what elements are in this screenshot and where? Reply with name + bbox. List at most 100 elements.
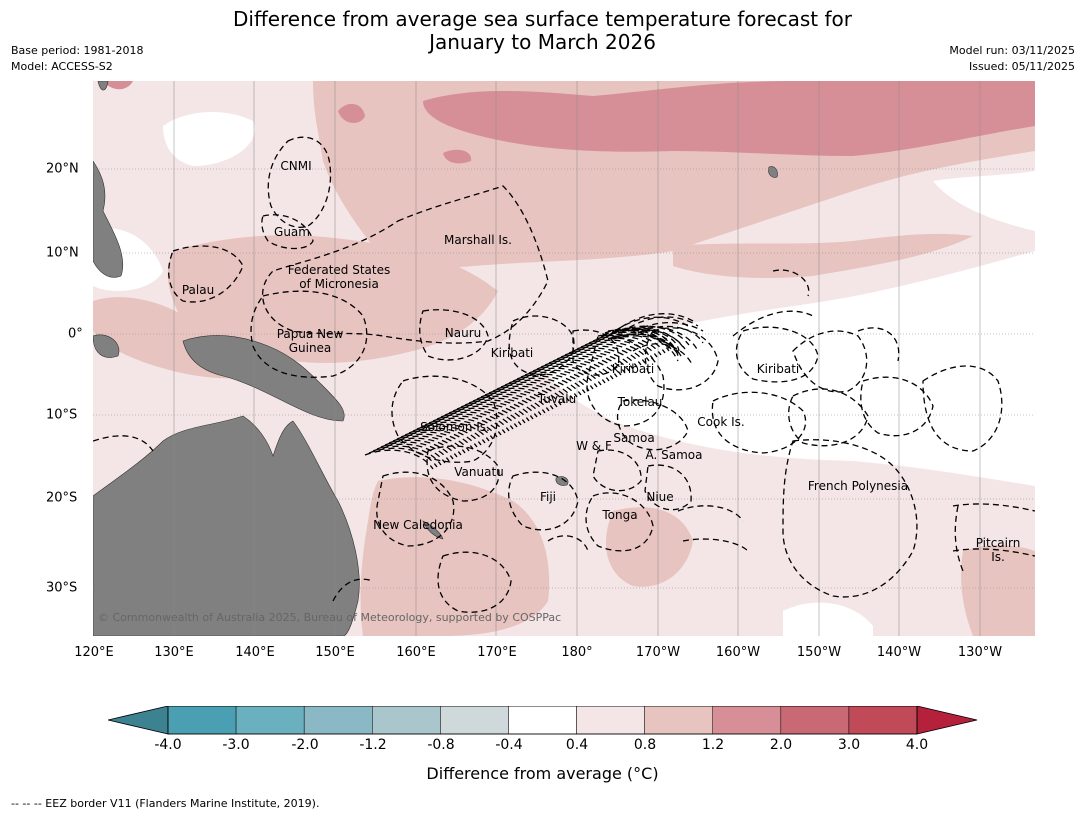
base-period: Base period: 1981-2018 [11,44,144,57]
label-fsm-line1: Federated States [287,263,391,277]
hawaii-land [768,166,778,178]
colorbar-low-extend [108,706,169,735]
anomaly-area-tonga [605,507,693,587]
colorbar-label: -3.0 [222,737,250,753]
label-png-line1: Papua New [276,327,344,341]
label-new-caledonia: New Caledonia [373,518,463,532]
indonesia-land [93,334,120,358]
colorbar-label: 0.8 [633,737,657,753]
label-nauru: Nauru [444,326,482,340]
colorbar-label: -2.0 [291,737,319,753]
gridlines [93,81,1035,636]
label-marshall-islands: Marshall Is. [444,233,512,247]
taiwan-land [97,81,109,91]
x-tick-label: 140°E [235,645,275,660]
label-american-samoa: A. Samoa [645,448,703,462]
label-fsm-line2: of Micronesia [299,277,379,291]
colorbar-segment [780,706,850,735]
sst-anomaly-map: CNMI Guam Marshall Is. Federated States … [93,81,1035,636]
y-tick-label: 0° [68,326,83,342]
zero-anomaly-area-east [543,251,1035,486]
colorbar-segment [167,706,237,735]
label-png: Papua New Guinea [277,327,344,355]
x-tick-label: 120°E [74,645,114,660]
colorbar-segment [508,706,577,735]
x-tick-label: 170°E [477,645,517,660]
colorbar-segments [167,706,918,735]
new-guinea-land [182,335,345,422]
label-kiribati-east: Kiribati [756,362,800,376]
colorbar-label: 2.0 [769,737,793,753]
fiji-land [555,476,569,486]
title-line-1: Difference from average sea surface temp… [232,7,852,31]
label-tokelau: Tokelau [617,395,663,409]
colorbar-label: -0.4 [495,737,523,753]
label-palau: Palau [181,283,215,297]
zero-anomaly-area-ne [933,171,1035,231]
label-cook-islands: Cook Is. [697,415,745,429]
label-fsm: Federated States of Micronesia [288,263,390,291]
anomaly-area-east-equatorial [673,233,973,278]
x-tick-label: 130°E [154,645,194,660]
label-cnmi: CNMI [280,159,312,173]
colorbar-segment [303,706,373,735]
y-tick-label: 30°S [46,580,78,596]
zero-anomaly-area-south [783,602,873,636]
colorbar-segment [372,706,441,735]
x-tick-label: 160°E [396,645,436,660]
colorbar-segment [644,706,713,735]
strong-anomaly-patch-2 [443,149,472,164]
philippines-land [93,160,124,278]
colorbar-label: -0.8 [427,737,455,753]
colorbar-segment [576,706,645,735]
australia-land [93,415,360,636]
meta-left: Base period: 1981-2018 Model: ACCESS-S2 [11,43,143,75]
colorbar-label: -4.0 [154,737,182,753]
eez-borders-main [93,269,1035,613]
colorbar-title: Difference from average (°C) [426,764,659,783]
label-pitcairn-line2: Is. [991,550,1005,564]
colorbar-high-extend [916,706,978,735]
anomaly-area-micronesia [167,235,498,363]
model-name: Model: ACCESS-S2 [11,60,113,73]
label-wallis-futuna: W & F [576,439,612,453]
label-kiribati-west: Kiribati [490,346,534,360]
x-tick-label: 150°E [315,645,355,660]
x-tick-label: 140°W [876,645,922,660]
colorbar-label: 4.0 [905,737,929,753]
label-pitcairn-line1: Pitcairn [975,536,1021,550]
copyright-credit: © Commonwealth of Australia 2025, Bureau… [98,611,562,624]
y-tick-label: 10°S [46,407,78,423]
new-caledonia-land [422,520,444,540]
colorbar [108,706,978,735]
label-vanuatu: Vanuatu [454,465,504,479]
y-tick-label: 20°N [46,161,79,177]
colorbar-label: 3.0 [837,737,861,753]
eez-footnote: -- -- -- EEZ border V11 (Flanders Marine… [11,797,320,810]
x-tick-label: 180° [561,645,593,660]
label-pitcairn: Pitcairn Is. [976,536,1021,564]
x-tick-label: 160°W [715,645,761,660]
strong-anomaly-patch-1 [338,103,365,123]
label-tuvalu: Tuvalu [537,392,577,406]
strong-anomaly-patch-3 [103,81,133,90]
meta-right: Model run: 03/11/2025 Issued: 05/11/2025 [949,43,1075,75]
colorbar-outline [167,706,918,735]
label-guam: Guam [274,225,310,239]
colorbar-segment [440,706,509,735]
label-solomon-islands: Solomon Is. [420,420,490,434]
colorbar-label: 1.2 [701,737,725,753]
label-french-polynesia: French Polynesia [807,479,909,493]
eez-borders [168,136,704,470]
x-tick-label: 170°W [635,645,681,660]
map-graphics [93,81,1035,636]
label-samoa: Samoa [613,431,655,445]
zero-anomaly-area-north [163,111,255,166]
anomaly-area-coral-sea [360,477,550,636]
colorbar-label: 0.4 [565,737,589,753]
label-tonga: Tonga [602,508,638,522]
anomaly-area-southeast [961,545,1035,636]
colorbar-segment [848,706,918,735]
colorbar-segment [712,706,782,735]
label-niue: Niue [646,490,674,504]
